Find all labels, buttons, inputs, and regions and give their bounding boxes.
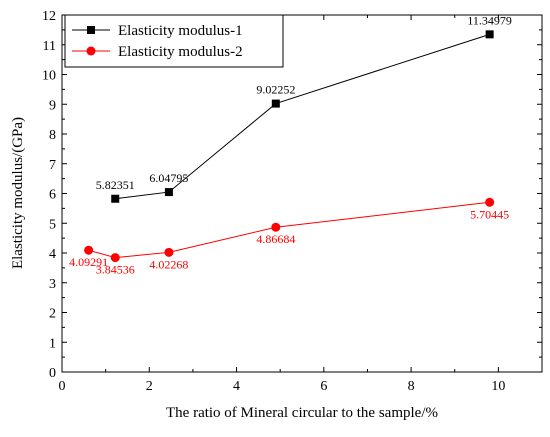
data-label: 6.04795 <box>149 171 188 185</box>
data-label: 4.02268 <box>149 257 188 271</box>
y-tick-label: 2 <box>49 307 56 322</box>
y-tick-label: 11 <box>43 39 56 54</box>
x-axis-title: The ratio of Mineral circular to the sam… <box>166 405 438 421</box>
data-point-circle <box>271 222 281 232</box>
series-line-2 <box>88 201 490 259</box>
y-tick-label: 8 <box>49 128 56 143</box>
data-label: 9.02252 <box>256 83 295 97</box>
legend-box <box>64 14 284 68</box>
data-label: 11.34979 <box>467 13 512 27</box>
y-tick-label: 7 <box>49 158 56 173</box>
y-tick-label: 5 <box>49 217 56 232</box>
data-label: 4.09291 <box>69 255 108 269</box>
data-point-circle <box>110 253 120 263</box>
y-tick-label: 9 <box>49 98 56 113</box>
legend-label-1: Elasticity modulus-1 <box>118 23 243 39</box>
data-point-circle <box>84 245 94 255</box>
y-tick-label: 12 <box>42 9 56 24</box>
plot-frame <box>61 14 543 373</box>
data-point-square <box>485 30 494 39</box>
y-tick-label: 10 <box>42 69 56 84</box>
data-label: 5.82351 <box>96 178 135 192</box>
x-tick-label: 0 <box>59 379 66 394</box>
x-tick-label: 2 <box>146 379 153 394</box>
legend-label-2: Elasticity modulus-2 <box>118 44 243 60</box>
data-point-square <box>271 99 280 108</box>
legend: Elasticity modulus-1 Elasticity modulus-2 <box>64 14 284 68</box>
y-tick-label: 4 <box>49 247 56 262</box>
series-layer: 5.82351 6.04795 9.02252 11.34979 4.092913.84… <box>69 13 512 276</box>
y-tick-label: 3 <box>49 277 56 292</box>
legend-marker-circle <box>86 46 96 56</box>
x-tick-label: 6 <box>320 379 327 394</box>
data-label: 5.70445 <box>470 207 509 221</box>
data-point-circle <box>485 197 495 207</box>
data-label: 4.86684 <box>256 232 295 246</box>
data-point-square <box>164 188 173 197</box>
y-axis-title: Elasticity modulus/(GPa) <box>10 117 26 269</box>
series-line-1 <box>115 33 490 200</box>
data-point-square <box>111 194 120 203</box>
x-tick-label: 10 <box>491 379 505 394</box>
x-tick-label: 8 <box>408 379 415 394</box>
y-tick-label: 1 <box>49 336 56 351</box>
x-tick-label: 4 <box>233 379 240 394</box>
legend-marker-square <box>87 26 95 34</box>
y-tick-label: 0 <box>49 366 56 381</box>
y-tick-label: 6 <box>49 188 56 203</box>
data-label: 3.84536 <box>96 263 135 277</box>
data-point-circle <box>164 247 174 257</box>
